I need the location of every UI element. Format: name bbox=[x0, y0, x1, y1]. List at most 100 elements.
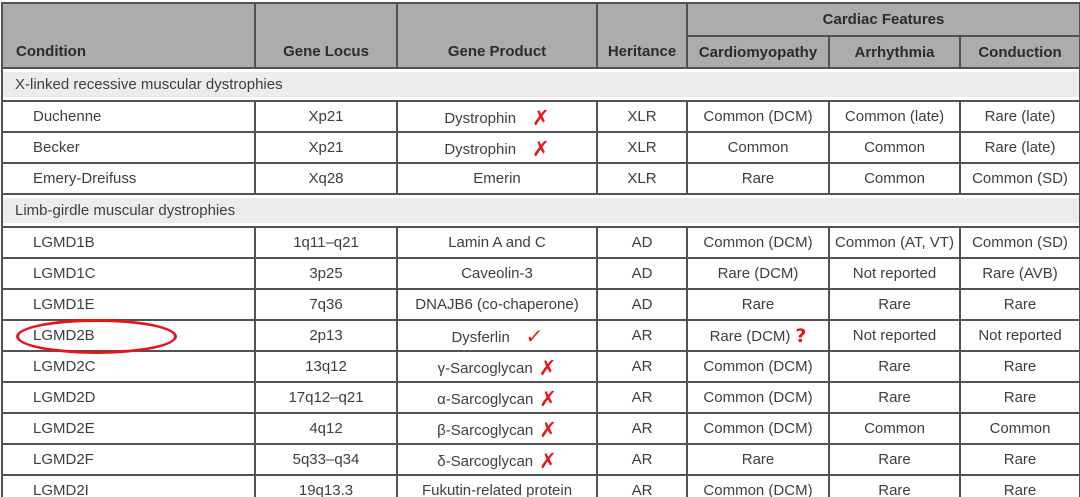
cell-heritance: XLR bbox=[596, 131, 688, 164]
table-row-duchenne: Duchenne Xp21 Dystrophin ✗ XLR Common (DC… bbox=[1, 100, 1080, 133]
cell-cardiomyopathy: Rare (DCM)? bbox=[686, 319, 830, 352]
col-header-gene-product: Gene Product bbox=[396, 2, 598, 69]
cell-gene-product: δ-Sarcoglycan ✗ bbox=[396, 443, 598, 476]
x-mark-icon: ✗ bbox=[538, 356, 557, 380]
cell-condition: Emery-Dreifuss bbox=[1, 162, 256, 195]
cell-arrhythmia: Rare bbox=[828, 474, 961, 497]
cell-gene-locus: 17q12–q21 bbox=[254, 381, 398, 414]
cell-cardiomyopathy: Common (DCM) bbox=[686, 381, 830, 414]
cell-cardiomyopathy: Rare bbox=[686, 162, 830, 195]
col-header-condition: Condition bbox=[1, 2, 256, 69]
cell-gene-locus: 19q13.3 bbox=[254, 474, 398, 497]
cell-condition: LGMD2F bbox=[1, 443, 256, 476]
cell-cardiomyopathy: Common (DCM) bbox=[686, 100, 830, 133]
cell-conduction: Rare (late) bbox=[958, 100, 1080, 133]
cell-gene-locus: Xp21 bbox=[254, 131, 398, 164]
cell-arrhythmia: Common (late) bbox=[828, 100, 961, 133]
cell-condition: LGMD2B bbox=[1, 319, 256, 354]
section-row-xlinked: X-linked recessive muscular dystrophies bbox=[0, 67, 1080, 102]
cell-gene-product: α-Sarcoglycan ✗ bbox=[396, 381, 598, 414]
cell-conduction: Common (SD) bbox=[958, 226, 1080, 259]
cell-arrhythmia: Rare bbox=[828, 443, 961, 476]
cell-gene-locus: Xp21 bbox=[254, 100, 398, 133]
cell-gene-product: Lamin A and C bbox=[396, 226, 598, 259]
table-row-lgmd2b: LGMD2B 2p13 Dysferlin ✓ AR Rare (DCM)? No… bbox=[1, 319, 1080, 354]
cell-gene-locus: 3p25 bbox=[254, 257, 398, 290]
cell-condition: LGMD1C bbox=[1, 257, 256, 290]
cell-gene-locus: 2p13 bbox=[254, 319, 398, 352]
col-header-cardiac-features: Cardiac Features bbox=[685, 2, 1080, 37]
x-mark-icon: ✗ bbox=[532, 137, 550, 161]
cell-gene-locus: 5q33–q34 bbox=[254, 443, 398, 476]
cell-condition: LGMD2D bbox=[1, 381, 256, 414]
section-label: X-linked recessive muscular dystrophies bbox=[3, 72, 1080, 97]
cell-cardiomyopathy: Rare bbox=[686, 288, 830, 321]
cell-arrhythmia: Not reported bbox=[828, 319, 961, 352]
cell-gene-product: γ-Sarcoglycan ✗ bbox=[396, 350, 598, 383]
question-mark-icon: ? bbox=[795, 325, 807, 347]
cell-gene-locus: 7q36 bbox=[254, 288, 398, 321]
table-row-lgmd2e: LGMD2E 4q12 β-Sarcoglycan ✗ AR Common (DC… bbox=[1, 412, 1080, 445]
cell-heritance: AR bbox=[596, 443, 688, 476]
section-row-limb-girdle: Limb-girdle muscular dystrophies bbox=[0, 193, 1080, 228]
cell-heritance: AR bbox=[596, 412, 688, 445]
cell-heritance: AR bbox=[596, 350, 688, 383]
cell-conduction: Rare (late) bbox=[958, 131, 1080, 164]
cell-arrhythmia: Common (AT, VT) bbox=[828, 226, 961, 259]
cell-conduction: Common bbox=[958, 412, 1080, 445]
cell-arrhythmia: Common bbox=[828, 162, 961, 195]
cell-gene-product: Dystrophin ✗ bbox=[396, 100, 598, 133]
cell-gene-locus: 13q12 bbox=[254, 350, 398, 383]
col-header-conduction: Conduction bbox=[958, 35, 1080, 69]
col-header-cardiomyopathy: Cardiomyopathy bbox=[686, 35, 830, 69]
cell-heritance: AD bbox=[596, 226, 688, 259]
cell-arrhythmia: Common bbox=[828, 412, 961, 445]
cell-cardiomyopathy: Common bbox=[686, 131, 830, 164]
cell-gene-locus: 4q12 bbox=[254, 412, 398, 445]
table-row-lgmd2c: LGMD2C 13q12 γ-Sarcoglycan ✗ AR Common (D… bbox=[1, 350, 1080, 383]
cell-gene-product: DNAJB6 (co-chaperone) bbox=[396, 288, 598, 321]
table-row-lgmd2d: LGMD2D 17q12–q21 α-Sarcoglycan ✗ AR Commo… bbox=[1, 381, 1080, 414]
cell-cardiomyopathy: Common (DCM) bbox=[686, 350, 830, 383]
cell-arrhythmia: Rare bbox=[828, 350, 961, 383]
x-mark-icon: ✗ bbox=[539, 418, 557, 442]
cell-heritance: AR bbox=[596, 381, 688, 414]
cell-heritance: AR bbox=[596, 319, 688, 352]
cell-conduction: Rare bbox=[958, 288, 1080, 321]
table-row-lgmd2i: LGMD2I 19q13.3 Fukutin-related protein A… bbox=[1, 474, 1080, 497]
cell-gene-locus: Xq28 bbox=[254, 162, 398, 195]
col-header-heritance: Heritance bbox=[596, 2, 688, 69]
cell-conduction: Rare bbox=[958, 350, 1080, 383]
cell-arrhythmia: Rare bbox=[828, 381, 961, 414]
cell-arrhythmia: Common bbox=[828, 131, 961, 164]
cell-cardiomyopathy: Rare (DCM) bbox=[686, 257, 830, 290]
cell-heritance: XLR bbox=[596, 162, 688, 195]
col-header-gene-locus: Gene Locus bbox=[254, 2, 398, 69]
table-row-lgmd1e: LGMD1E 7q36 DNAJB6 (co-chaperone) AD Rar… bbox=[1, 288, 1080, 321]
cell-conduction: Rare bbox=[958, 443, 1080, 476]
table-row-lgmd1c: LGMD1C 3p25 Caveolin-3 AD Rare (DCM) Not… bbox=[1, 257, 1080, 290]
x-mark-icon: ✗ bbox=[539, 449, 557, 473]
check-mark-icon: ✓ bbox=[524, 324, 545, 348]
x-mark-icon: ✗ bbox=[532, 106, 550, 130]
cell-condition: Becker bbox=[1, 131, 256, 164]
cell-condition: LGMD2E bbox=[1, 412, 256, 445]
cell-heritance: AD bbox=[596, 288, 688, 321]
section-label: Limb-girdle muscular dystrophies bbox=[3, 198, 1080, 223]
cell-condition: Duchenne bbox=[1, 100, 256, 133]
cell-cardiomyopathy: Common (DCM) bbox=[686, 226, 830, 259]
x-mark-icon: ✗ bbox=[539, 387, 557, 411]
cell-condition: LGMD2I bbox=[1, 474, 256, 497]
cell-gene-product: Dysferlin ✓ bbox=[396, 319, 598, 352]
table-row-emery-dreifuss: Emery-Dreifuss Xq28 Emerin XLR Rare Comm… bbox=[1, 162, 1080, 195]
cell-arrhythmia: Not reported bbox=[828, 257, 961, 290]
cell-cardiomyopathy: Common (DCM) bbox=[686, 412, 830, 445]
cell-gene-product: Dystrophin ✗ bbox=[396, 131, 598, 164]
cell-cardiomyopathy: Rare bbox=[686, 443, 830, 476]
cell-arrhythmia: Rare bbox=[828, 288, 961, 321]
cell-gene-product: Emerin bbox=[396, 162, 598, 195]
cell-conduction: Rare bbox=[958, 474, 1080, 497]
cell-gene-product: β-Sarcoglycan ✗ bbox=[396, 412, 598, 445]
